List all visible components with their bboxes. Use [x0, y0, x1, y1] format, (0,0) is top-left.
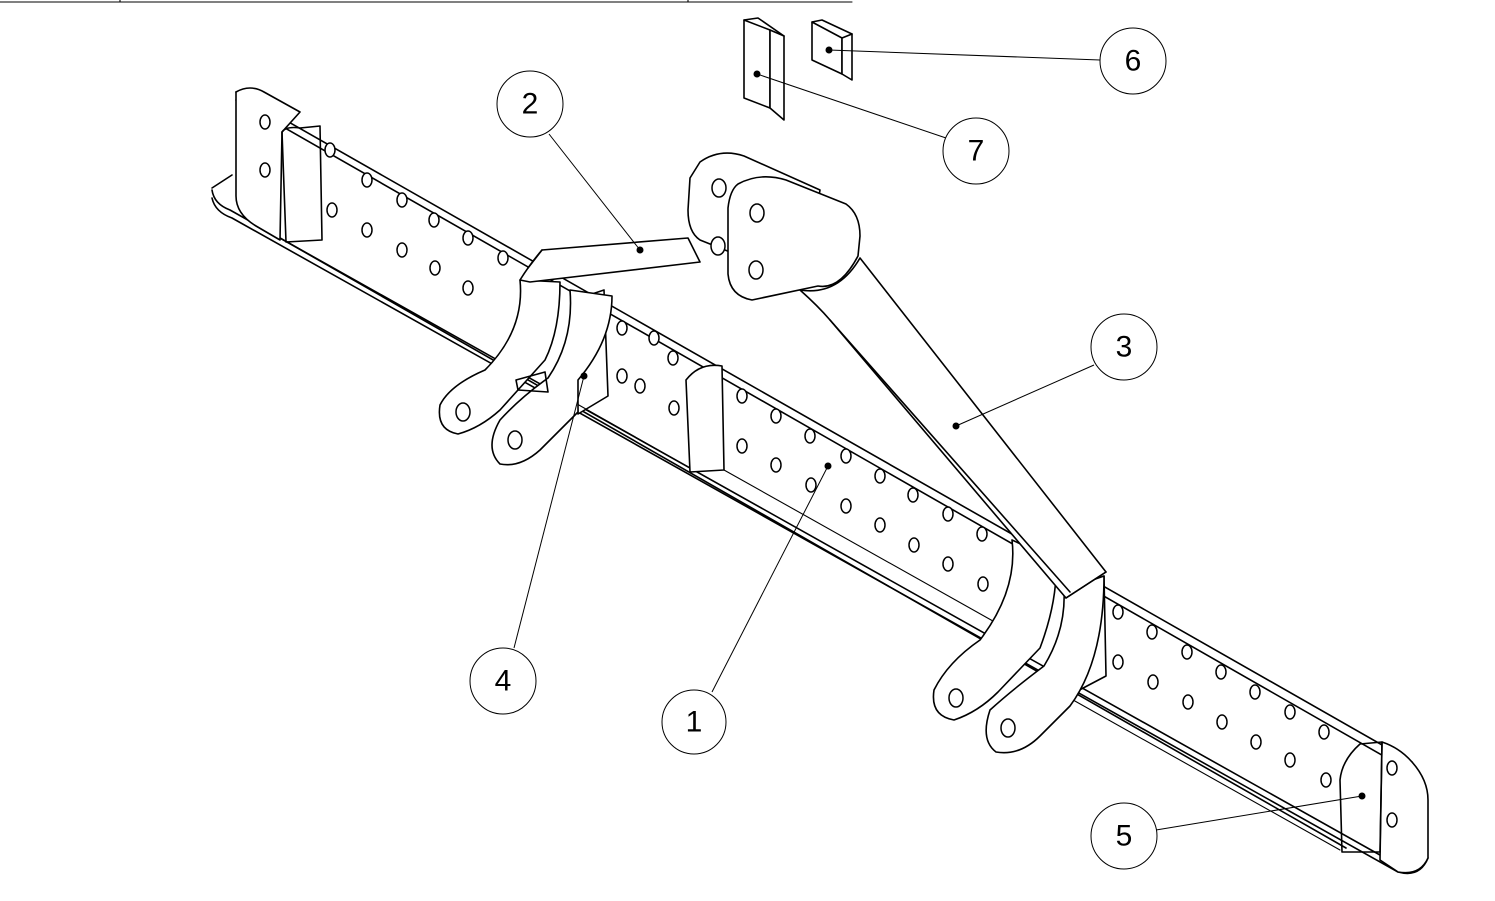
- bolt-hole: [977, 576, 989, 592]
- bolt-hole: [805, 477, 817, 493]
- bolt-hole: [1250, 734, 1262, 750]
- bolt-hole: [1249, 684, 1261, 700]
- balloon-5: 5: [1090, 792, 1366, 870]
- bolt-hole: [1284, 704, 1296, 720]
- bolt-hole: [976, 526, 988, 542]
- bolt-hole: [1112, 604, 1124, 620]
- bracket-right: [932, 539, 1105, 754]
- bolt-hole: [396, 192, 408, 208]
- bolt-hole: [908, 537, 920, 553]
- bolt-hole: [736, 388, 748, 404]
- arm: [799, 257, 1107, 599]
- bolt-hole: [1215, 664, 1227, 680]
- bolt-hole: [1318, 724, 1330, 740]
- balloon-6: 6: [825, 27, 1167, 95]
- bolt-hole: [874, 468, 886, 484]
- bolt-hole: [259, 114, 271, 130]
- bolt-hole: [1320, 772, 1332, 788]
- bolt-hole: [324, 142, 336, 158]
- balloon-2-number: 2: [522, 88, 539, 121]
- bolt-hole: [648, 330, 660, 346]
- bolt-hole: [429, 260, 441, 276]
- bolt-holes: [259, 114, 1398, 828]
- bolt-hole: [874, 517, 886, 533]
- balloon-4: 4: [469, 372, 588, 715]
- bolt-hole: [462, 230, 474, 246]
- bolt-hole: [942, 506, 954, 522]
- balloon-1-number: 1: [686, 706, 703, 739]
- bolt-hole: [1182, 694, 1194, 710]
- bolt-hole: [616, 320, 628, 336]
- balloon-6-number: 6: [1125, 45, 1142, 78]
- bolt-hole: [497, 250, 509, 266]
- bolt-hole: [840, 448, 852, 464]
- bolt-hole: [804, 428, 816, 444]
- bolt-hole: [428, 212, 440, 228]
- bolt-hole: [907, 487, 919, 503]
- bolt-hole: [1386, 812, 1398, 828]
- bolt-hole: [361, 172, 373, 188]
- bolt-hole: [667, 350, 679, 366]
- bolt-hole: [736, 438, 748, 454]
- bolt-hole: [259, 162, 271, 178]
- bolt-hole: [770, 408, 782, 424]
- bracket-left: [438, 279, 613, 466]
- spacer-block-7: [743, 17, 785, 121]
- balloon-7-number: 7: [968, 135, 985, 168]
- balloon-1: 1: [661, 462, 832, 755]
- bolt-hole: [1112, 654, 1124, 670]
- balloon-3: 3: [952, 313, 1158, 430]
- bolt-hole: [616, 368, 628, 384]
- balloon-5-number: 5: [1116, 820, 1133, 853]
- bolt-hole: [326, 202, 338, 218]
- title-block-fragment: [0, 0, 853, 3]
- strut: [519, 237, 701, 283]
- bolt-hole: [1181, 644, 1193, 660]
- bolt-hole: [770, 457, 782, 473]
- balloon-2: 2: [496, 70, 644, 254]
- balloon-7: 7: [753, 70, 1010, 185]
- bolt-hole: [942, 556, 954, 572]
- bolt-hole: [1284, 752, 1296, 768]
- bolt-hole: [1216, 714, 1228, 730]
- bolt-hole: [634, 378, 646, 394]
- bolt-hole: [462, 280, 474, 296]
- bolt-hole: [1146, 624, 1158, 640]
- balloon-4-number: 4: [495, 665, 512, 698]
- bolt-hole: [361, 222, 373, 238]
- hitch-plates: [687, 152, 861, 301]
- bolt-hole: [668, 400, 680, 416]
- bolt-hole: [396, 242, 408, 258]
- bolt-hole: [1147, 674, 1159, 690]
- balloon-3-number: 3: [1116, 331, 1133, 364]
- bolt-hole: [1386, 760, 1398, 776]
- bolt-hole: [840, 498, 852, 514]
